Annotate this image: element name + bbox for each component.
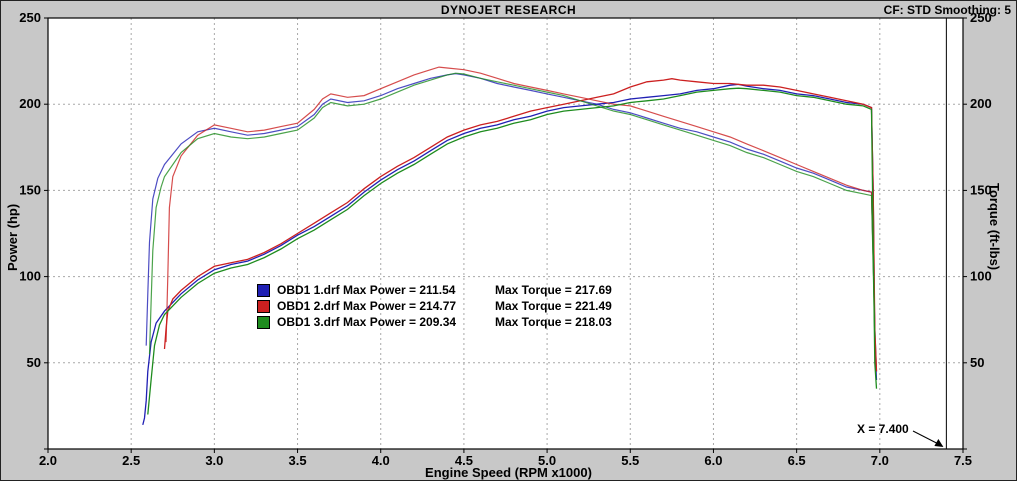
legend-item-run2: OBD1 2.drf Max Power = 214.77 Max Torque … (257, 298, 612, 314)
x-tick-label: 2.0 (39, 453, 57, 468)
y-tick-label-left: 200 (19, 96, 41, 111)
legend-torque-label-run2: Max Torque = 221.49 (495, 299, 612, 313)
legend-torque-label-run1: Max Torque = 217.69 (495, 283, 612, 297)
x-tick-label: 5.5 (621, 453, 639, 468)
x-tick-label: 6.0 (704, 453, 722, 468)
legend-swatch-run1 (257, 283, 270, 297)
x-tick-label: 7.5 (954, 453, 972, 468)
legend-torque-label-run3: Max Torque = 218.03 (495, 315, 612, 329)
legend-item-run1: OBD1 1.drf Max Power = 211.54 Max Torque … (257, 282, 612, 298)
series-run3-torque (148, 72, 876, 355)
y-tick-label-left: 250 (19, 10, 41, 25)
legend-power-label-run3: OBD1 3.drf Max Power = 209.34 (277, 315, 457, 329)
cursor-arrowhead (934, 439, 944, 447)
series-run2-torque (165, 66, 876, 343)
legend-swatch-run3 (257, 315, 270, 329)
y-axis-title-left: Power (hp) (5, 203, 20, 271)
x-tick-label: 3.0 (205, 453, 223, 468)
legend: OBD1 1.drf Max Power = 211.54 Max Torque … (257, 282, 612, 330)
y-tick-label-left: 50 (27, 355, 41, 370)
y-tick-label-right: 200 (970, 96, 992, 111)
x-tick-label: 3.5 (289, 453, 307, 468)
legend-swatch-run2 (257, 299, 270, 313)
y-tick-label-right: 50 (970, 355, 984, 370)
x-tick-label: 4.0 (372, 453, 390, 468)
plot-border (47, 17, 964, 450)
x-tick-label: 4.5 (455, 453, 473, 468)
x-axis-title: Engine Speed (RPM x1000) (425, 465, 592, 480)
series-run3-power (147, 87, 878, 415)
series-run1-torque (145, 73, 878, 372)
y-tick-label-left: 150 (19, 182, 41, 197)
series-run2-power (163, 78, 878, 372)
cf-smoothing-label: CF: STD Smoothing: 5 (883, 3, 1011, 17)
x-tick-label: 2.5 (122, 453, 140, 468)
legend-power-label-run1: OBD1 1.drf Max Power = 211.54 (277, 283, 456, 297)
legend-power-label-run2: OBD1 2.drf Max Power = 214.77 (277, 299, 457, 313)
chart-title: DYNOJET RESEARCH (440, 3, 577, 17)
plot-background (48, 18, 963, 449)
y-tick-label-right: 150 (970, 182, 992, 197)
y-tick-label-right: 100 (970, 269, 992, 284)
series-run1-power (142, 83, 878, 426)
y-tick-label-left: 100 (19, 269, 41, 284)
cursor-x-label: X = 7.400 (857, 422, 909, 436)
x-tick-label: 5.0 (538, 453, 556, 468)
x-tick-label: 7.0 (871, 453, 889, 468)
y-axis-title-right: Torque (ft-lbs) (987, 183, 1002, 271)
x-tick-label: 6.5 (788, 453, 806, 468)
legend-item-run3: OBD1 3.drf Max Power = 209.34 Max Torque … (257, 314, 612, 330)
y-tick-label-right: 250 (970, 10, 992, 25)
